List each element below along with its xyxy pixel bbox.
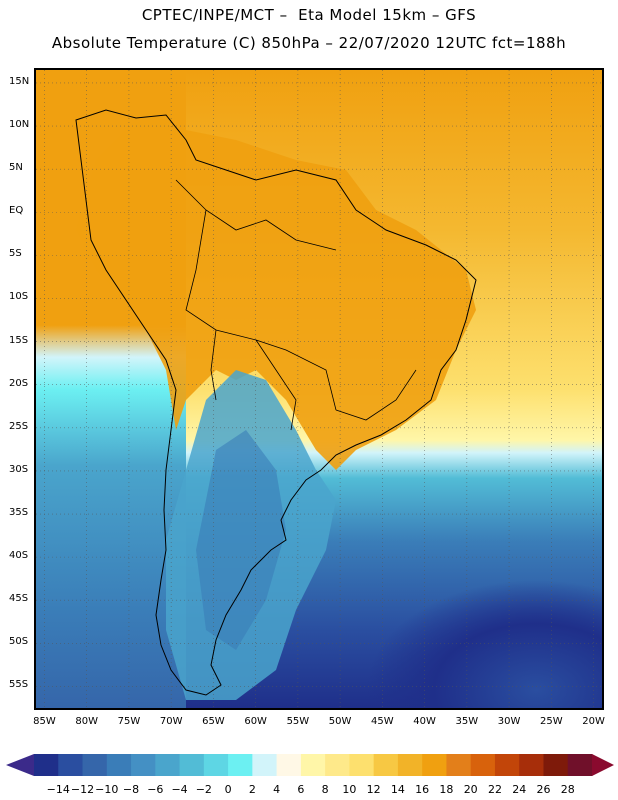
colorbar-swatch [155,754,181,776]
colorbar-tick-label: 6 [297,783,305,796]
colorbar-swatch [203,754,229,776]
lon-label: 50W [328,716,352,727]
colorbar-tick-label: 16 [415,783,430,796]
temperature-field-map [36,70,602,708]
colorbar-swatch [252,754,278,776]
colorbar-tick-label: −6 [147,783,164,796]
colorbar-swatch [397,754,423,776]
colorbar-tick-label: 26 [536,783,551,796]
colorbar-tick-label: −14 [46,783,70,796]
colorbar-tick-label: −12 [70,783,95,796]
cold-intrusion-core [196,430,286,650]
colorbar-swatch [446,754,472,776]
colorbar-tick-label: 14 [390,783,405,796]
colorbar-swatch [349,754,375,776]
lon-label: 30W [497,716,521,727]
colorbar-tick-label: 10 [342,783,357,796]
lon-label: 45W [371,716,394,727]
lon-label: 70W [159,716,183,727]
lat-label: 15S [9,334,29,346]
lat-label: EQ [9,205,24,217]
colorbar-swatch [58,754,84,776]
colorbar-left-arrow [6,754,34,776]
colorbar-swatch [567,754,593,776]
colorbar-swatch [82,754,108,776]
colorbar-tick-label: 8 [321,783,329,796]
colorbar-swatch [325,754,350,776]
lat-label: 20S [9,377,29,389]
colorbar-tick-label: −10 [95,783,119,796]
colorbar-swatch [276,754,302,776]
colorbar-tick-label: −2 [195,783,212,796]
colorbar-swatch [131,754,156,776]
colorbar-tick-label: 20 [463,783,478,796]
colorbar-swatch [34,754,59,776]
colorbar-tick-label: 18 [439,783,454,796]
colorbar-swatch [228,754,253,776]
lon-label: 80W [75,716,98,727]
lat-label: 50S [9,636,29,648]
lat-label: 25S [9,420,29,432]
lon-label: 60W [244,716,267,727]
colorbar-tick-label: −4 [171,783,188,796]
colorbar-right-arrow [592,754,614,776]
colorbar-swatch [422,754,447,776]
lat-label: 5N [9,162,23,174]
lat-label: 30S [9,463,29,475]
lon-label: 75W [117,716,141,727]
lon-label: 85W [33,716,56,727]
colorbar-tick-label: 2 [248,783,256,796]
lat-label: 55S [9,679,29,691]
colorbar-tick-label: −8 [122,783,140,796]
lat-label: 40S [9,550,29,562]
lon-label: 35W [455,716,479,727]
lon-label: 65W [202,716,225,727]
colorbar-tick-label: 4 [273,783,281,796]
temperature-colorbar [6,754,614,776]
colorbar-swatch [373,754,399,776]
colorbar-swatch [179,754,205,776]
colorbar-swatch [519,754,544,776]
lat-label: 10N [9,119,30,131]
colorbar-tick-label: 28 [560,783,575,796]
colorbar-tick-label: 12 [366,783,381,796]
cold-core [366,580,602,708]
map-frame [34,68,604,710]
map-title-line2: Absolute Temperature (C) 850hPa – 22/07/… [51,34,567,52]
colorbar-swatch [300,754,326,776]
lat-label: 5S [9,248,22,260]
lat-label: 45S [9,593,29,605]
map-title-line1: CPTEC/INPE/MCT – Eta Model 15km – GFS [141,6,477,24]
lat-label: 10S [9,291,29,303]
colorbar-swatch [106,754,132,776]
lat-label: 15N [9,75,30,87]
lat-label: 35S [9,507,29,518]
lon-label: 40W [413,716,436,727]
lon-label: 25W [540,716,563,727]
colorbar-swatch [543,754,569,776]
lon-label: 55W [286,716,310,727]
colorbar-tick-label: 0 [224,783,232,796]
colorbar-swatch [470,754,496,776]
country-borders [175,179,417,431]
colorbar-tick-label: 22 [487,783,502,796]
coastline [75,109,477,696]
colorbar-tick-label: 24 [512,783,527,796]
lon-label: 20W [582,716,605,727]
colorbar-swatch [494,754,520,776]
continent-warm [76,110,476,470]
